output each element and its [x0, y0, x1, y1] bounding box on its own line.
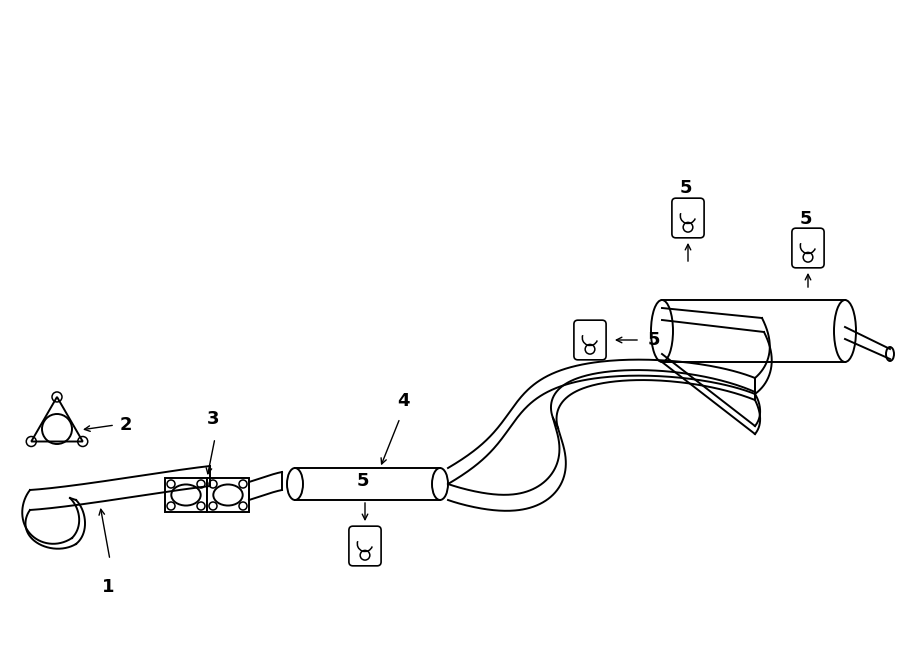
Text: 2: 2 — [120, 416, 132, 434]
Text: 1: 1 — [102, 578, 114, 596]
FancyBboxPatch shape — [349, 526, 381, 566]
Ellipse shape — [651, 300, 673, 362]
Ellipse shape — [287, 468, 303, 500]
Bar — [165, 478, 207, 512]
Bar — [295, 468, 440, 500]
Text: 5: 5 — [648, 331, 661, 349]
Text: 5: 5 — [356, 472, 369, 490]
Ellipse shape — [432, 468, 448, 500]
FancyBboxPatch shape — [574, 320, 606, 360]
Ellipse shape — [834, 300, 856, 362]
Text: 3: 3 — [207, 410, 220, 428]
Bar — [207, 478, 249, 512]
FancyBboxPatch shape — [672, 198, 704, 238]
Ellipse shape — [886, 347, 894, 361]
Text: 4: 4 — [397, 392, 410, 410]
FancyBboxPatch shape — [792, 228, 824, 268]
Text: 5: 5 — [800, 210, 812, 228]
Text: 5: 5 — [680, 179, 692, 197]
Bar — [662, 300, 845, 362]
